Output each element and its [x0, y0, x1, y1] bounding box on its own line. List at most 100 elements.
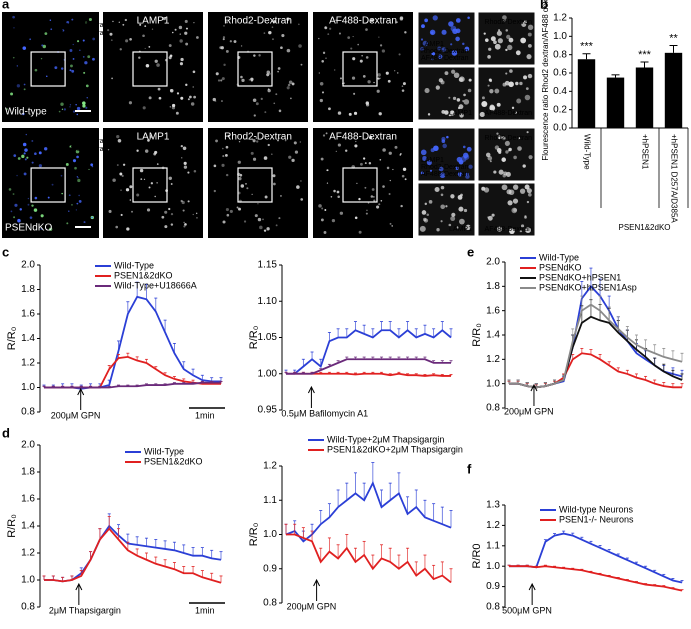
speckle: [72, 159, 77, 163]
speckle: [240, 45, 243, 47]
speckle: [502, 15, 507, 20]
stimulus-label: 0.5μM Bafilomycin A1: [281, 408, 368, 418]
speckle: [494, 88, 500, 94]
speckle: [441, 47, 447, 52]
speckle: [496, 132, 499, 135]
y-tick-label: 0.2: [553, 104, 567, 115]
speckle: [327, 33, 330, 36]
speckle: [288, 80, 293, 85]
speckle: [266, 70, 270, 74]
speckle: [69, 145, 72, 148]
speckle: [38, 151, 42, 155]
speckle: [142, 106, 146, 110]
speckle: [47, 196, 50, 199]
speckle: [119, 48, 122, 51]
speckle: [69, 69, 72, 72]
speckle: [272, 20, 276, 23]
y-tick-label: 0.8: [21, 407, 35, 418]
y-tick-label: 1.00: [258, 368, 278, 379]
speckle: [512, 198, 519, 204]
speckle: [24, 148, 28, 152]
speckle: [481, 101, 488, 108]
speckle: [82, 101, 86, 105]
arrow-head: [313, 578, 321, 587]
micrograph: [313, 12, 413, 122]
channel-title: AF488-Dextran: [329, 132, 397, 143]
speckle: [452, 96, 457, 101]
x-tick-label: Wild-Type: [582, 134, 591, 170]
speckle: [511, 106, 515, 110]
speckle: [487, 215, 493, 221]
speckle: [187, 200, 190, 203]
speckle: [112, 20, 114, 23]
series-line: [44, 295, 221, 390]
speckle: [221, 163, 225, 167]
speckle: [79, 49, 81, 52]
speckle: [400, 204, 403, 208]
speckle: [300, 180, 302, 182]
speckle: [129, 185, 133, 189]
speckle: [187, 171, 190, 174]
speckle: [17, 218, 21, 223]
y-axis-label: R/R₀: [6, 514, 18, 538]
speckle: [192, 86, 195, 88]
speckle: [337, 111, 342, 115]
speckle: [467, 88, 472, 93]
speckle: [169, 105, 172, 108]
inset-label: LAMP1: [449, 226, 472, 233]
speckle: [506, 34, 511, 40]
y-axis-label: R/R0: [471, 543, 483, 568]
bar: [606, 77, 625, 128]
speckle: [483, 32, 486, 35]
speckle: [25, 133, 27, 136]
speckle: [115, 225, 119, 229]
legend-label: Wild-Type: [114, 260, 154, 270]
speckle: [446, 135, 449, 139]
panel-letter: e: [467, 244, 474, 259]
speckle: [520, 224, 525, 228]
speckle: [116, 164, 119, 166]
speckle: [125, 39, 129, 43]
panel-letter: f: [467, 461, 472, 476]
speckle: [22, 142, 27, 147]
speckle: [170, 223, 174, 226]
y-tick-label: 1.2: [21, 358, 35, 369]
speckle: [120, 213, 123, 217]
speckle: [222, 36, 226, 39]
roi-box: [132, 51, 168, 87]
speckle: [75, 149, 80, 154]
speckle: [360, 162, 363, 166]
speckle: [298, 23, 300, 26]
speckle: [320, 157, 324, 161]
speckle: [240, 184, 245, 188]
speckle: [353, 92, 356, 95]
panel-letter: d: [2, 425, 10, 440]
speckle: [195, 212, 198, 215]
speckle: [427, 113, 431, 116]
bar: [635, 67, 654, 128]
speckle: [527, 32, 532, 37]
speckle: [16, 174, 18, 177]
y-tick-label: 1.8: [21, 284, 35, 295]
speckle: [174, 28, 177, 31]
series-line: [286, 329, 452, 375]
speckle: [212, 97, 216, 102]
speckle: [109, 32, 113, 36]
speckle: [507, 200, 513, 206]
speckle: [364, 186, 367, 189]
speckle: [385, 71, 389, 75]
speckle: [238, 141, 241, 143]
speckle: [181, 200, 185, 205]
speckle: [524, 184, 530, 190]
speckle: [369, 136, 373, 140]
speckle: [178, 25, 183, 30]
speckle: [151, 28, 154, 30]
speckle: [273, 102, 276, 105]
speckle: [8, 188, 12, 191]
speckle: [498, 29, 501, 32]
speckle: [365, 212, 368, 215]
speckle: [223, 25, 225, 27]
speckle: [164, 225, 168, 229]
speckle: [438, 78, 444, 83]
speckle: [180, 199, 183, 203]
